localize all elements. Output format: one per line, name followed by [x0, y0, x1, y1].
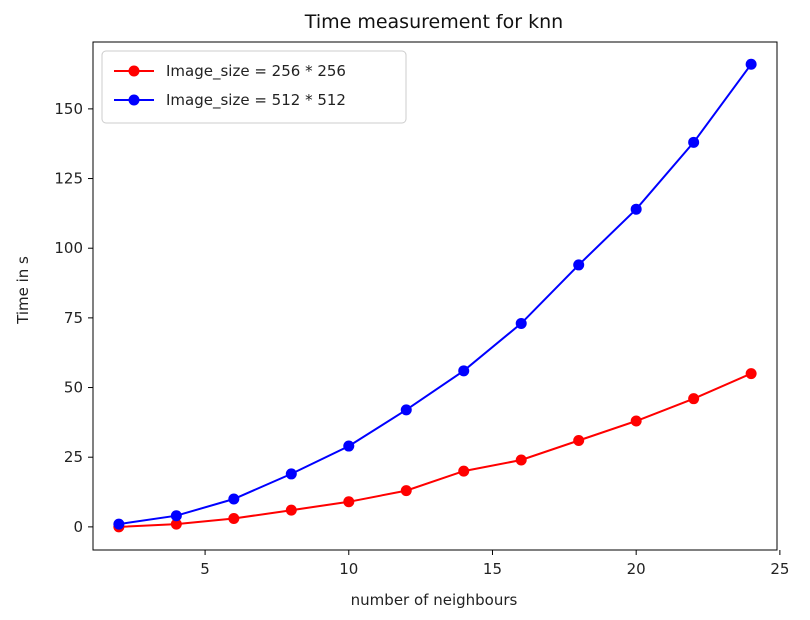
data-point: [400, 404, 412, 416]
series-line: [118, 63, 752, 526]
x-tick-label: 5: [200, 560, 210, 578]
data-point: [745, 368, 757, 380]
data-point: [515, 454, 527, 466]
data-point: [630, 203, 642, 215]
chart-title: Time measurement for knn: [304, 11, 563, 33]
y-tick-label: 50: [64, 379, 83, 397]
data-point: [573, 434, 585, 446]
series-line: [118, 372, 752, 528]
data-point: [688, 393, 700, 405]
y-tick-label: 125: [54, 170, 83, 188]
data-point: [228, 493, 240, 505]
data-point: [458, 465, 470, 477]
legend-marker: [128, 65, 140, 77]
y-tick-label: 0: [73, 518, 83, 536]
legend-label: Image_size = 512 * 512: [166, 91, 346, 110]
series-layer: [113, 58, 757, 533]
legend-box: [101, 50, 407, 124]
y-tick-label: 150: [54, 100, 83, 118]
data-point: [630, 415, 642, 427]
plot-area: [92, 41, 778, 551]
data-point: [515, 317, 527, 329]
data-point: [343, 440, 355, 452]
x-tick-label: 20: [627, 560, 646, 578]
data-point: [170, 518, 182, 530]
data-point: [285, 504, 297, 516]
x-axis-label: number of neighbours: [351, 591, 518, 609]
data-point: [343, 496, 355, 508]
data-point: [228, 513, 240, 525]
legend: Image_size = 256 * 256 Image_size = 512 *…: [101, 50, 407, 124]
data-point: [745, 58, 757, 70]
x-tick-label: 10: [339, 560, 358, 578]
y-axis-label: Time in s: [14, 256, 32, 325]
legend-marker: [128, 94, 140, 106]
y-tick-label: 75: [64, 309, 83, 327]
data-point: [113, 518, 125, 530]
series-1: [113, 368, 757, 533]
data-point: [285, 468, 297, 480]
axis-ticks: 5 10 15 20 25 0 25 50 75 100 125 150: [54, 100, 789, 578]
data-point: [688, 136, 700, 148]
data-point: [458, 365, 470, 377]
data-point: [170, 510, 182, 522]
data-point: [400, 485, 412, 497]
x-tick-label: 25: [770, 560, 789, 578]
legend-label: Image_size = 256 * 256: [166, 62, 346, 81]
y-tick-label: 100: [54, 239, 83, 257]
plot-frame: [92, 41, 778, 551]
x-tick-label: 15: [483, 560, 502, 578]
data-point: [573, 259, 585, 271]
y-tick-label: 25: [64, 448, 83, 466]
series-2: [113, 58, 757, 530]
